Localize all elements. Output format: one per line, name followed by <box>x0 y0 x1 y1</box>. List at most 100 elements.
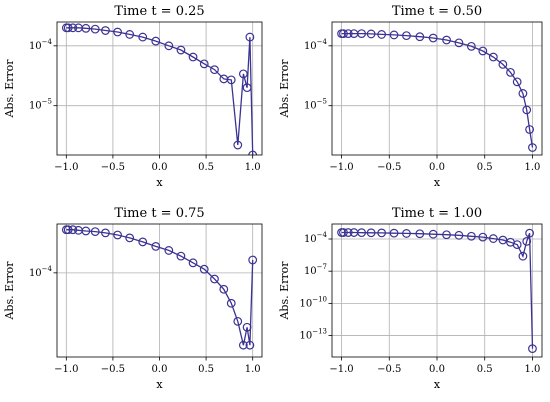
data-point <box>188 258 198 268</box>
data-point <box>343 29 353 39</box>
data-point <box>377 30 387 39</box>
data-point <box>428 33 438 43</box>
data-point <box>389 228 399 238</box>
data-point <box>518 251 528 261</box>
data-point <box>176 251 186 261</box>
x-tick-label: −1.0 <box>329 162 353 173</box>
data-point <box>233 140 243 150</box>
data-point <box>164 246 174 255</box>
data-point <box>242 322 252 332</box>
data-point <box>101 26 110 35</box>
data-point <box>466 41 476 51</box>
data-point <box>522 105 532 115</box>
subplot-title: Time t = 0.25 <box>114 4 204 19</box>
x-tick-label: −0.5 <box>101 364 125 375</box>
x-tick-label: 1.0 <box>245 364 261 375</box>
data-point <box>233 316 243 326</box>
data-point <box>415 32 425 42</box>
data-point <box>210 65 219 75</box>
y-tick-label: 10−5 <box>29 98 52 112</box>
y-axis-label: Abs. Error <box>3 59 16 119</box>
data-point <box>242 83 252 93</box>
data-point <box>518 89 528 98</box>
data-point <box>113 27 122 37</box>
data-point <box>151 36 161 46</box>
y-axis-label: Abs. Error <box>278 261 291 321</box>
series-line <box>66 27 254 155</box>
data-point <box>522 236 532 246</box>
data-point <box>528 143 537 152</box>
y-axis-label: Abs. Error <box>278 59 291 119</box>
x-tick-label: 0.0 <box>152 364 168 375</box>
x-axis-label: x <box>156 378 163 391</box>
data-point <box>238 69 248 79</box>
data-point <box>226 75 236 85</box>
y-tick-label: 10−13 <box>299 328 327 342</box>
data-point <box>151 242 161 251</box>
data-point <box>488 52 498 62</box>
subplot-title: Time t = 1.00 <box>392 206 482 221</box>
data-point <box>138 32 148 42</box>
x-tick-label: 0.5 <box>198 364 214 375</box>
data-point <box>188 52 198 62</box>
data-point <box>488 234 498 243</box>
data-point <box>428 229 438 239</box>
data-point <box>478 46 488 56</box>
x-tick-label: 0.0 <box>152 162 168 173</box>
data-point <box>454 230 464 240</box>
x-tick-label: −0.5 <box>377 364 401 375</box>
data-point <box>442 230 451 240</box>
x-tick-label: −1.0 <box>329 364 353 375</box>
data-point <box>357 29 366 39</box>
subplot-title: Time t = 0.75 <box>114 206 204 221</box>
data-point <box>68 225 78 235</box>
subplot-t100: −1.0 −0.5 0.0 0.5 1.0 10−13 10−10 10−7 10−4 Time … <box>278 206 543 391</box>
x-tick-label: 0.0 <box>429 364 445 375</box>
y-tick-label: 10−4 <box>29 38 53 52</box>
x-tick-label: 0.0 <box>429 162 445 173</box>
data-point <box>176 45 186 55</box>
x-tick-label: −1.0 <box>54 364 78 375</box>
data-point <box>343 228 353 237</box>
data-point <box>63 225 73 235</box>
plot-area <box>337 228 537 354</box>
data-point <box>366 228 376 238</box>
data-point <box>402 229 411 238</box>
series-line <box>66 229 254 346</box>
data-point <box>339 29 348 39</box>
data-point <box>199 59 209 69</box>
data-point <box>199 264 209 274</box>
data-point <box>415 229 425 239</box>
subplot-title: Time t = 0.50 <box>392 4 482 19</box>
x-tick-label: −1.0 <box>54 162 78 173</box>
y-tick-label: 10−5 <box>304 98 327 112</box>
y-axis-label: Abs. Error <box>3 261 16 321</box>
data-point <box>506 67 515 77</box>
data-point <box>90 24 100 34</box>
data-point <box>357 228 366 238</box>
y-tick-label: 10−10 <box>299 295 327 309</box>
data-point <box>245 32 255 42</box>
subplot-t025: −1.0 −0.5 0.0 0.5 1.0 10−5 10−4 Time t = 0.25 x A… <box>3 4 263 189</box>
data-point <box>219 284 229 294</box>
data-point <box>498 235 508 245</box>
data-point <box>81 23 91 33</box>
x-tick-label: 0.5 <box>477 162 493 173</box>
y-tick-label: 10−4 <box>29 265 53 279</box>
data-point <box>512 77 522 87</box>
plot-area <box>61 225 258 350</box>
data-point <box>68 23 78 33</box>
x-tick-label: 1.0 <box>525 162 541 173</box>
x-axis-label: x <box>156 176 163 189</box>
data-point <box>454 38 464 48</box>
y-tick-label: 10−4 <box>304 231 328 245</box>
y-tick-label: 10−4 <box>304 38 328 52</box>
data-point <box>525 125 534 134</box>
data-point <box>101 228 110 238</box>
x-axis-label: x <box>434 378 441 391</box>
data-point <box>63 23 73 33</box>
data-point <box>366 29 376 39</box>
x-tick-label: 0.5 <box>198 162 214 173</box>
data-point <box>210 274 219 284</box>
